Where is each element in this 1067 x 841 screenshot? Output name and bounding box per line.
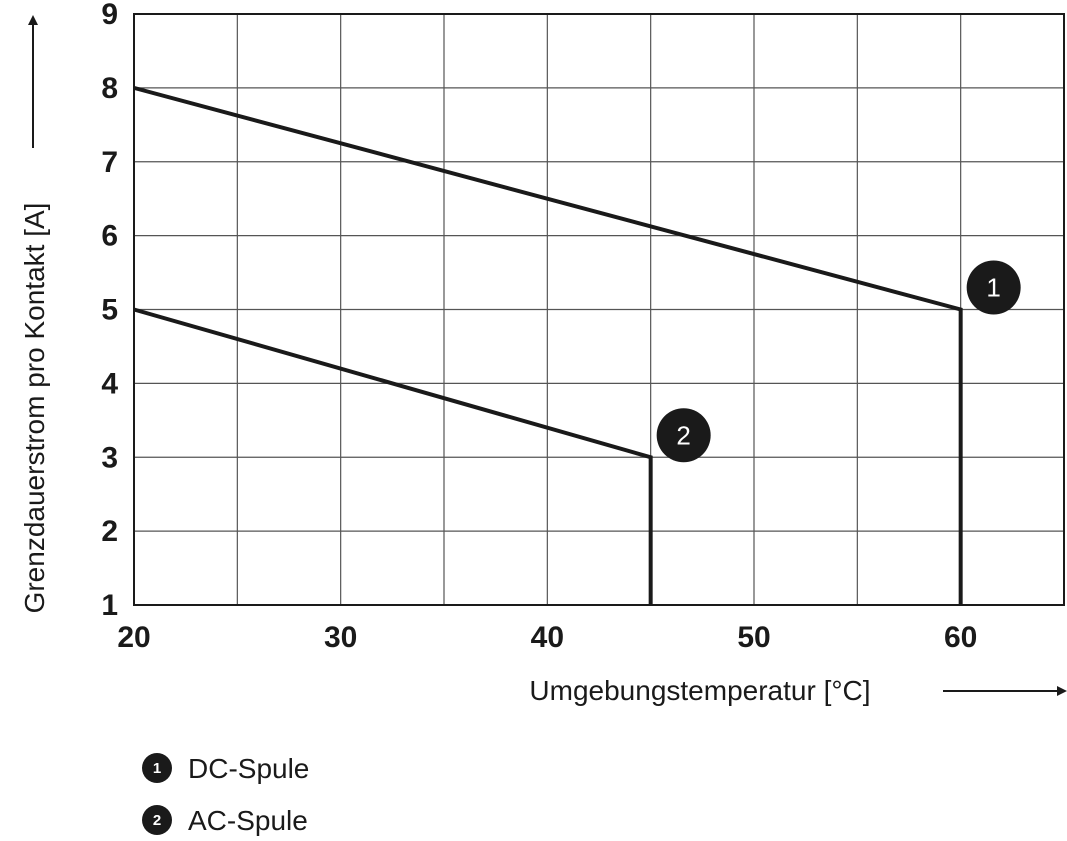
y-tick-label: 4	[101, 367, 118, 400]
y-tick-label: 9	[101, 0, 118, 31]
legend-entry-label: AC-Spule	[188, 805, 308, 836]
series-line-2	[133, 307, 653, 605]
legend-entry-label: DC-Spule	[188, 753, 309, 784]
legend-marker-label: 1	[153, 760, 161, 777]
x-tick-labels: 20 30 40 50 60	[117, 621, 977, 654]
y-tick-label: 7	[101, 146, 118, 179]
series-marker-1	[966, 260, 1021, 315]
y-tick-label: 6	[101, 220, 118, 253]
series-lines	[133, 85, 963, 605]
legend-marker-1	[142, 753, 172, 783]
x-axis-title: Umgebungstemperatur [°C]	[529, 675, 870, 706]
y-tick-label: 2	[101, 515, 118, 548]
legend-marker-label: 2	[153, 812, 161, 829]
y-tick-label: 3	[101, 441, 118, 474]
legend: 1 DC-Spule 2 AC-Spule	[142, 753, 309, 836]
series-marker-label: 1	[986, 273, 1000, 303]
x-tick-label: 40	[531, 621, 564, 654]
x-tick-label: 50	[737, 621, 770, 654]
y-axis-title: Grenzdauerstrom pro Kontakt [A]	[19, 203, 50, 614]
series-marker-2	[656, 408, 711, 463]
grid-lines	[133, 13, 1065, 606]
y-tick-labels: 1 2 3 4 5 6 7 8 9	[101, 0, 118, 622]
y-tick-label: 8	[101, 72, 118, 105]
series-markers: 12	[656, 260, 1021, 463]
y-tick-label: 5	[101, 294, 118, 327]
y-tick-label: 1	[101, 589, 118, 622]
legend-marker-2	[142, 805, 172, 835]
series-line-1	[133, 85, 963, 605]
x-tick-label: 30	[324, 621, 357, 654]
x-tick-label: 20	[117, 621, 150, 654]
x-tick-label: 60	[944, 621, 977, 654]
series-marker-label: 2	[676, 420, 690, 450]
